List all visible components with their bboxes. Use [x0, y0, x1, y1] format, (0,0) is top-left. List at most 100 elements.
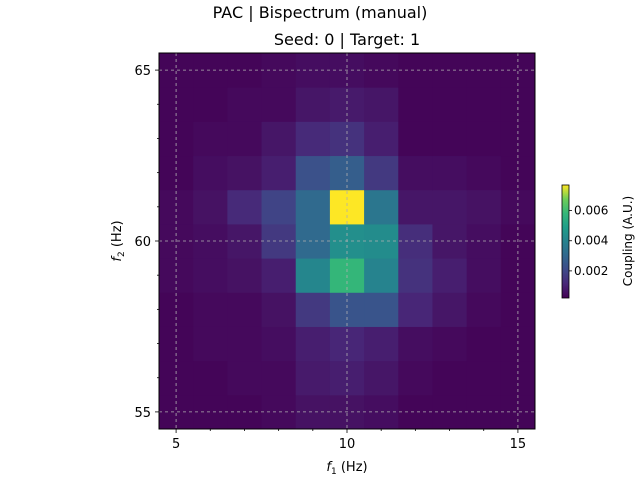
heatmap-cell: [364, 326, 399, 362]
heatmap-cell: [159, 53, 194, 88]
y-tick-label: 55: [134, 406, 151, 421]
heatmap-cell: [295, 87, 331, 122]
heatmap-cell: [364, 258, 399, 293]
heatmap-cell: [159, 394, 194, 430]
heatmap-cell: [398, 394, 433, 430]
heatmap-cell: [227, 258, 263, 293]
x-axis-label-unit: (Hz): [337, 460, 368, 475]
heatmap-cell: [398, 53, 433, 88]
heatmap-cell: [193, 155, 228, 191]
y-axis-ticks: 55 60 65: [134, 64, 159, 421]
y-axis-label-main: f: [110, 255, 125, 262]
heatmap-cell: [432, 258, 468, 293]
heatmap-cell: [500, 87, 536, 122]
heatmap-cell: [432, 326, 468, 362]
heatmap-cell: [364, 121, 399, 157]
heatmap-cell: [466, 360, 502, 396]
heatmap-cell: [193, 292, 228, 327]
heatmap-cell: [466, 326, 502, 362]
x-axis-label-subscript: 1: [331, 467, 337, 477]
x-axis-label-main: f: [326, 460, 333, 475]
heatmap-cell: [261, 292, 297, 327]
heatmap-cell: [398, 326, 433, 362]
y-axis-label-unit: (Hz): [110, 220, 125, 251]
heatmap-cell: [466, 155, 502, 191]
heatmap-cell: [227, 87, 263, 122]
heatmap-cell: [227, 121, 263, 157]
heatmap-cell: [466, 292, 502, 327]
heatmap-cell: [398, 121, 433, 157]
colorbar-tick-label: 0.004: [574, 234, 608, 248]
heatmap-cell: [466, 87, 502, 122]
heatmap-cell: [193, 394, 228, 430]
heatmap-cell: [432, 189, 468, 225]
heatmap-cell: [398, 258, 433, 293]
heatmap-cell: [295, 53, 331, 88]
y-tick-label: 65: [134, 64, 151, 79]
heatmap-cell: [500, 53, 536, 88]
heatmap-cell: [500, 292, 536, 327]
heatmap-cell: [432, 155, 468, 191]
heatmap-cell: [227, 155, 263, 191]
heatmap-cell: [193, 87, 228, 122]
colorbar-tick-label: 0.006: [574, 204, 608, 218]
heatmap-cell: [466, 189, 502, 225]
heatmap-cell: [193, 121, 228, 157]
chart-title: Seed: 0 | Target: 1: [274, 30, 420, 49]
x-axis-ticks: 5 10 15: [172, 429, 526, 452]
heatmap-cell: [261, 87, 297, 122]
heatmap-cell: [364, 360, 399, 396]
y-axis-label: f2 (Hz): [110, 220, 127, 261]
colorbar: [561, 184, 570, 299]
heatmap-cell: [295, 155, 331, 191]
heatmap-cell: [295, 394, 331, 430]
heatmap-cell: [398, 223, 433, 259]
heatmap-cell: [261, 155, 297, 191]
heatmap-cell: [364, 189, 399, 225]
heatmap-cell: [295, 360, 331, 396]
heatmap-cell: [432, 87, 468, 122]
heatmap-cell: [193, 326, 228, 362]
x-tick-label: 15: [510, 437, 527, 452]
heatmap-cell: [329, 292, 365, 327]
heatmap-cell: [364, 155, 399, 191]
heatmap-cell: [159, 189, 194, 225]
heatmap-cell: [227, 326, 263, 362]
heatmap-cell: [466, 258, 502, 293]
heatmap-cell: [159, 87, 194, 122]
colorbar-ticks: 0.002 0.004 0.006: [569, 204, 608, 278]
heatmap-cell: [432, 360, 468, 396]
y-tick-label: 60: [134, 235, 151, 250]
heatmap-cell: [295, 326, 331, 362]
heatmap-cell: [261, 189, 297, 225]
y-axis-label-subscript: 2: [117, 251, 127, 257]
heatmap-cell: [364, 292, 399, 327]
heatmap-cell: [398, 87, 433, 122]
heatmap-cell: [398, 155, 433, 191]
heatmap-cell: [193, 258, 228, 293]
x-axis-label: f1 (Hz): [326, 460, 367, 477]
x-tick-label: 10: [339, 437, 356, 452]
heatmap-cell: [500, 394, 536, 430]
heatmap-cell: [466, 121, 502, 157]
heatmap-cell: [295, 189, 331, 225]
heatmap-cell: [295, 121, 331, 157]
heatmap-cell: [295, 258, 331, 293]
heatmap-cell: [295, 292, 331, 327]
heatmap-cell: [398, 292, 433, 327]
grid-lines: [159, 53, 535, 429]
heatmap-cell: [329, 87, 365, 122]
plot-frame: [158, 52, 536, 430]
heatmap-cell: [398, 360, 433, 396]
heatmap-cell: [261, 258, 297, 293]
heatmap-cell: [261, 121, 297, 157]
heatmap-cell: [295, 223, 331, 259]
chart-suptitle: PAC | Bispectrum (manual): [213, 3, 428, 22]
heatmap-cell: [227, 292, 263, 327]
heatmap-cell: [193, 360, 228, 396]
heatmap-cell: [364, 87, 399, 122]
heatmap-cell: [261, 326, 297, 362]
heatmap-cell: [193, 53, 228, 88]
heatmap-cell: [193, 189, 228, 225]
